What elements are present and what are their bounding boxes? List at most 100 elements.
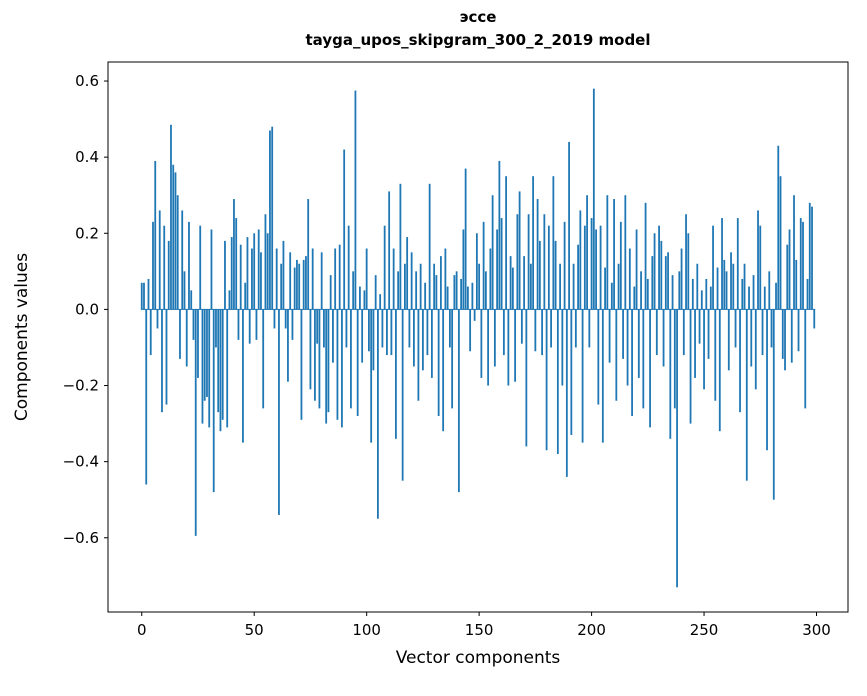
bar xyxy=(518,191,521,310)
bar xyxy=(633,286,636,310)
bar xyxy=(520,309,523,344)
bar xyxy=(269,130,271,310)
x-tick-label: 200 xyxy=(577,621,606,639)
bar xyxy=(775,282,777,310)
bar xyxy=(487,309,490,386)
bar xyxy=(183,271,186,310)
bar xyxy=(336,309,339,420)
bar xyxy=(163,225,166,310)
bar xyxy=(597,309,600,405)
bar xyxy=(287,309,289,382)
bar xyxy=(154,160,157,310)
bar xyxy=(640,271,642,310)
bar xyxy=(689,309,692,424)
bar xyxy=(275,248,278,310)
bar xyxy=(619,221,622,310)
bar xyxy=(795,259,798,310)
bar xyxy=(397,271,400,310)
x-tick-label: 50 xyxy=(245,621,264,639)
bar xyxy=(221,309,224,420)
bar xyxy=(797,309,800,352)
bar xyxy=(244,282,247,310)
bar xyxy=(705,278,708,310)
bar xyxy=(808,202,811,310)
bar xyxy=(671,275,674,310)
bar xyxy=(410,252,413,310)
bar xyxy=(451,309,454,409)
bar xyxy=(507,309,510,386)
bar xyxy=(314,309,316,401)
bar xyxy=(309,309,312,390)
axes-frame xyxy=(107,61,849,613)
bar xyxy=(523,256,526,310)
bar xyxy=(635,229,638,310)
bar xyxy=(761,309,764,356)
bar xyxy=(273,309,276,329)
x-tick-label: 300 xyxy=(802,621,831,639)
bar xyxy=(417,309,420,401)
bar xyxy=(559,263,561,310)
bar xyxy=(712,225,714,310)
bar xyxy=(235,218,238,310)
bar xyxy=(305,256,307,310)
bar xyxy=(403,263,406,310)
bar xyxy=(237,309,240,340)
bar xyxy=(363,290,366,310)
bar xyxy=(813,309,816,329)
bar xyxy=(430,309,433,378)
bar xyxy=(730,252,732,310)
bar xyxy=(721,218,723,310)
bar xyxy=(811,206,813,310)
chart-title-block: эссе tayga_upos_skipgram_300_2_2019 mode… xyxy=(108,6,848,52)
bar xyxy=(426,309,429,356)
bar xyxy=(694,309,696,378)
bar xyxy=(516,214,519,310)
bar xyxy=(658,225,660,310)
bar xyxy=(462,229,465,310)
bar xyxy=(676,309,678,588)
x-tick-label: 0 xyxy=(137,621,147,639)
bar xyxy=(239,244,242,310)
bar xyxy=(280,263,283,310)
bar xyxy=(637,309,640,378)
bar xyxy=(408,309,411,348)
bar xyxy=(727,309,730,371)
bar xyxy=(646,278,649,310)
bar xyxy=(343,149,346,310)
bar xyxy=(377,309,379,519)
bar xyxy=(296,259,298,310)
bar xyxy=(750,309,753,367)
bar xyxy=(419,263,422,310)
bar xyxy=(651,256,654,310)
bar xyxy=(698,309,701,344)
bar xyxy=(606,195,609,310)
bar xyxy=(347,225,350,310)
bar xyxy=(500,218,503,310)
bar xyxy=(745,309,748,481)
bar xyxy=(255,309,258,340)
bar xyxy=(763,286,766,310)
bar xyxy=(498,160,501,310)
bar xyxy=(691,278,694,310)
bar xyxy=(595,229,597,310)
bar xyxy=(482,221,485,310)
bar xyxy=(421,309,424,371)
x-tick-label: 150 xyxy=(465,621,494,639)
bar xyxy=(311,248,314,310)
bar xyxy=(457,309,460,493)
bar xyxy=(381,309,384,348)
bar xyxy=(253,233,256,310)
bar xyxy=(723,259,726,310)
x-tick-label: 100 xyxy=(352,621,381,639)
bar xyxy=(412,309,415,367)
bar xyxy=(579,210,582,310)
bar xyxy=(194,309,197,536)
bar xyxy=(334,248,337,310)
bar xyxy=(709,286,712,310)
bar xyxy=(471,282,474,310)
bar xyxy=(610,282,613,310)
bar xyxy=(386,309,388,356)
chart-title: эссе xyxy=(459,8,497,26)
chart-subtitle: tayga_upos_skipgram_300_2_2019 model xyxy=(305,31,651,49)
